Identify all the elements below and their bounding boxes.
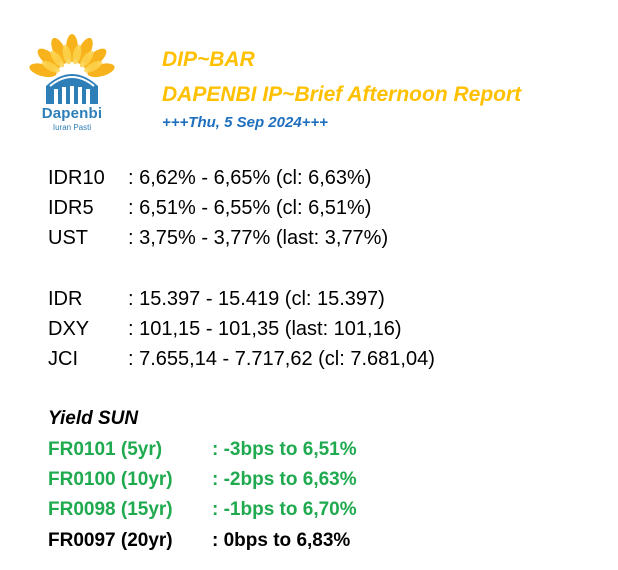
yield-series: FR0101 (5yr) — [48, 439, 163, 460]
market-label: DXY — [48, 318, 90, 340]
market-value: : 7.655,14 - 7.717,62 (cl: 7.681,04) — [128, 348, 435, 370]
yield-series: FR0097 (20yr) — [48, 530, 173, 551]
sunburst-building-icon — [29, 34, 115, 104]
market-value: : 101,15 - 101,35 (last: 101,16) — [128, 318, 402, 340]
market-label: IDR10 — [48, 167, 105, 189]
dapenbi-logo: Dapenbi Iuran Pasti — [16, 34, 128, 136]
report-title: DIP~BAR — [162, 48, 255, 71]
yield-change: : -1bps to 6,70% — [212, 499, 357, 520]
market-label: IDR5 — [48, 197, 94, 219]
market-value: : 3,75% - 3,77% (last: 3,77%) — [128, 227, 389, 249]
yield-change: : 0bps to 6,83% — [212, 530, 351, 551]
logo-tagline: Iuran Pasti — [52, 123, 92, 132]
market-value: : 6,51% - 6,55% (cl: 6,51%) — [128, 197, 372, 219]
market-label: UST — [48, 227, 88, 249]
market-value: : 15.397 - 15.419 (cl: 15.397) — [128, 288, 385, 310]
yield-change: : -2bps to 6,63% — [212, 469, 357, 490]
market-label: IDR — [48, 288, 83, 310]
market-value: : 6,62% - 6,65% (cl: 6,63%) — [128, 167, 372, 189]
market-label: JCI — [48, 348, 78, 370]
yield-series: FR0098 (15yr) — [48, 499, 173, 520]
yield-sun-heading: Yield SUN — [48, 408, 139, 429]
logo-name: Dapenbi — [41, 105, 103, 122]
report-subtitle: DAPENBI IP~Brief Afternoon Report — [162, 83, 522, 106]
yield-change: : -3bps to 6,51% — [212, 439, 357, 460]
yield-series: FR0100 (10yr) — [48, 469, 173, 490]
report-date: +++Thu, 5 Sep 2024+++ — [162, 114, 328, 131]
